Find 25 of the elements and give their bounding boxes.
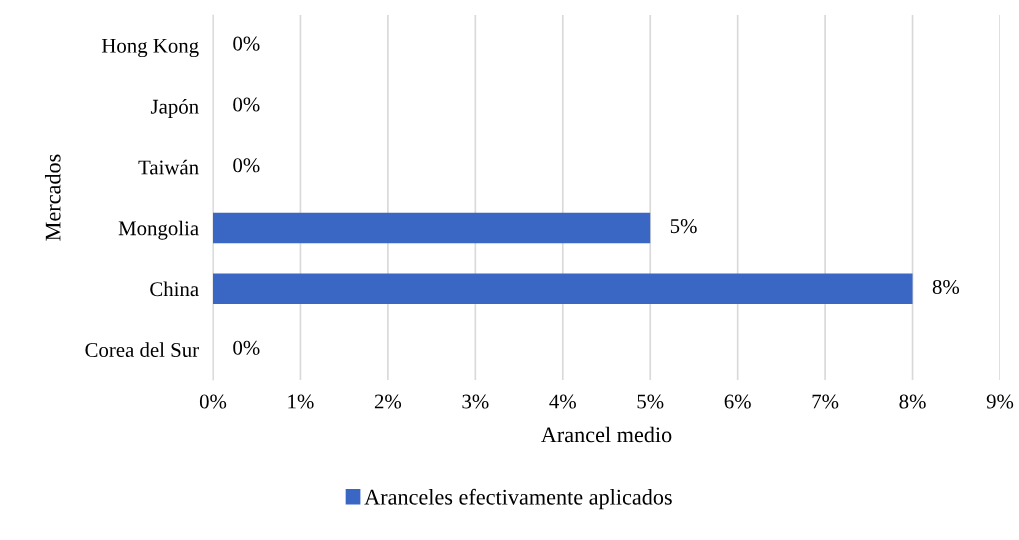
y-tick-label: Hong Kong (101, 38, 199, 58)
x-tick-label: 2% (374, 394, 402, 409)
data-label: 0% (233, 158, 260, 173)
data-label: 0% (233, 340, 260, 355)
x-tick-label: 9% (986, 394, 1014, 409)
x-tick-label: 0% (199, 394, 227, 409)
y-tick-label: China (150, 281, 199, 297)
data-label: 0% (233, 97, 260, 112)
x-tick-label: 7% (812, 394, 839, 409)
x-tick-label: 6% (724, 394, 751, 409)
y-tick-label: Taiwán (138, 159, 199, 175)
y-tick-label: Corea del Sur (85, 342, 199, 358)
data-label: 5% (670, 219, 697, 234)
y-axis-title: Mercados (44, 154, 61, 241)
x-tick-label: 5% (637, 394, 664, 409)
data-label: 0% (233, 36, 260, 51)
x-tick-label: 3% (462, 394, 489, 409)
x-tick-label: 4% (549, 394, 576, 409)
legend-label: Aranceles efectivamente aplicados (364, 488, 672, 510)
x-tick-label: 8% (899, 394, 926, 409)
y-tick-label: Japón (150, 99, 199, 118)
data-label: 8% (932, 279, 960, 295)
x-tick-label: 1% (288, 394, 314, 409)
y-tick-label: Mongolia (118, 220, 199, 240)
x-axis-title: Arancel medio (541, 426, 672, 443)
